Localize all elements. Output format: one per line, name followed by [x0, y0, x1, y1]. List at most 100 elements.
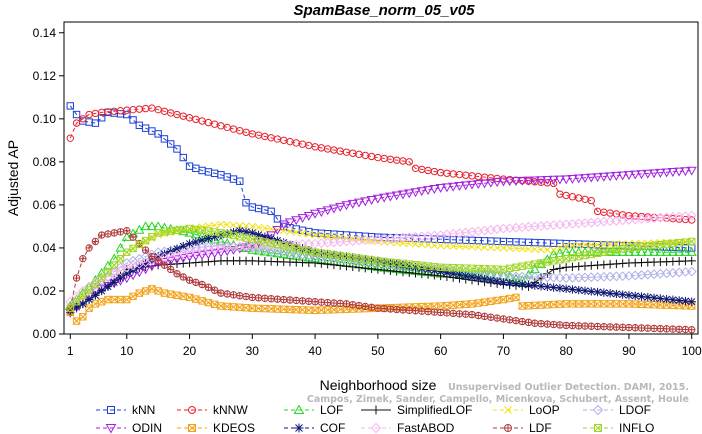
data-point: [85, 286, 93, 294]
data-point: [487, 313, 495, 321]
data-point: [455, 242, 464, 250]
data-point: [317, 232, 325, 240]
data-point: [587, 322, 595, 330]
data-point: [328, 204, 339, 214]
data-point: [418, 307, 426, 315]
legend-marker: [592, 404, 604, 416]
y-tick-label: 0.00: [33, 327, 57, 341]
data-point: [642, 247, 653, 256]
data-point: [605, 172, 616, 182]
data-point: [217, 122, 225, 130]
data-point: [397, 190, 409, 200]
data-point: [518, 280, 527, 289]
data-point: [542, 272, 553, 283]
legend-marker: [107, 406, 115, 414]
data-point: [129, 233, 137, 241]
data-point: [474, 243, 482, 251]
data-point: [473, 180, 484, 190]
data-point: [297, 214, 308, 224]
data-point: [505, 278, 514, 288]
data-point: [680, 247, 691, 256]
data-point: [248, 222, 256, 230]
data-point: [278, 247, 289, 258]
data-point: [436, 302, 445, 310]
data-point: [667, 247, 678, 256]
data-point: [523, 176, 534, 186]
data-point: [429, 185, 440, 194]
data-point: [167, 140, 175, 148]
data-point: [273, 295, 282, 303]
data-point: [518, 245, 526, 253]
legend-item-loop: LoOP: [493, 403, 560, 417]
data-point: [391, 191, 402, 201]
data-point: [267, 207, 275, 216]
data-point: [443, 242, 451, 250]
data-point: [605, 289, 615, 298]
data-point: [298, 229, 307, 237]
data-point: [135, 240, 144, 249]
data-point: [198, 226, 206, 234]
data-point: [84, 295, 94, 304]
data-point: [154, 257, 162, 265]
data-point: [630, 170, 641, 180]
data-point: [154, 287, 162, 295]
data-point: [242, 222, 250, 230]
data-point: [305, 230, 313, 238]
data-point: [349, 301, 357, 309]
data-point: [499, 315, 508, 323]
data-point: [529, 272, 540, 282]
data-point: [355, 301, 363, 310]
data-point: [554, 272, 565, 283]
data-point: [217, 289, 225, 297]
data-point: [229, 291, 238, 299]
data-point: [437, 242, 445, 250]
data-point: [637, 324, 646, 332]
y-tick-label: 0.12: [33, 69, 57, 83]
data-point: [460, 181, 471, 191]
data-point: [185, 293, 194, 302]
data-point: [636, 247, 647, 256]
data-point: [72, 317, 81, 325]
data-point: [623, 171, 635, 180]
series-knnw: [66, 104, 696, 224]
data-point: [504, 177, 515, 187]
data-point: [631, 324, 639, 332]
data-point: [643, 293, 652, 302]
data-point: [481, 243, 489, 251]
data-point: [574, 285, 583, 295]
data-point: [197, 235, 207, 245]
data-point: [474, 273, 483, 283]
data-point: [418, 240, 426, 249]
x-tick-label: 1: [67, 344, 74, 358]
data-point: [303, 211, 314, 221]
data-point: [154, 231, 162, 239]
legend-marker: [504, 406, 512, 414]
data-point: [91, 280, 100, 289]
data-point: [493, 244, 501, 252]
legend-marker: [294, 423, 304, 433]
y-tick-label: 0.06: [33, 198, 57, 212]
data-point: [148, 285, 156, 293]
x-tick-label: 60: [434, 344, 448, 358]
data-point: [179, 153, 187, 162]
data-point: [681, 325, 690, 334]
x-tick-label: 70: [497, 344, 511, 358]
data-point: [618, 323, 627, 332]
data-point: [524, 245, 533, 253]
data-point: [154, 229, 162, 237]
data-point: [568, 242, 577, 250]
data-point: [410, 188, 421, 198]
data-point: [687, 256, 696, 266]
series-inflo: [66, 224, 696, 312]
plot-frame: [63, 21, 699, 335]
data-point: [441, 183, 452, 193]
data-point: [611, 171, 622, 181]
data-point: [536, 259, 547, 269]
data-point: [466, 180, 478, 190]
data-point: [537, 319, 545, 328]
data-point: [580, 286, 590, 295]
data-point: [405, 306, 413, 315]
data-point: [110, 229, 118, 237]
data-point: [185, 239, 194, 248]
